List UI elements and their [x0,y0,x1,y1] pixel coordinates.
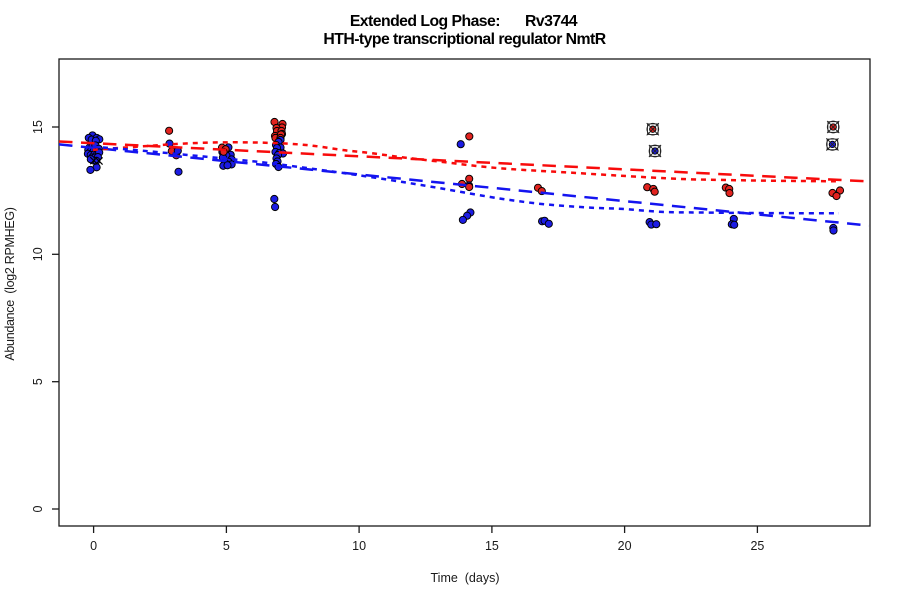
svg-text:20: 20 [618,539,632,553]
svg-text:0: 0 [31,505,45,512]
svg-text:5: 5 [31,378,45,385]
svg-text:5: 5 [223,539,230,553]
svg-text:15: 15 [485,539,499,553]
svg-text:15: 15 [31,120,45,134]
svg-text:Extended Log Phase:: Extended Log Phase: [350,13,500,30]
svg-text:Time (days): Time (days) [431,571,500,585]
svg-text:0: 0 [90,539,97,553]
svg-text:10: 10 [31,247,45,261]
svg-text:Abundance (log2 RPMHEG): Abundance (log2 RPMHEG) [3,207,17,360]
svg-text:10: 10 [352,539,366,553]
svg-text:Rv3744: Rv3744 [525,13,578,30]
svg-text:25: 25 [750,539,764,553]
svg-text:HTH-type transcriptional regul: HTH-type transcriptional regulator NmtR [323,31,606,48]
